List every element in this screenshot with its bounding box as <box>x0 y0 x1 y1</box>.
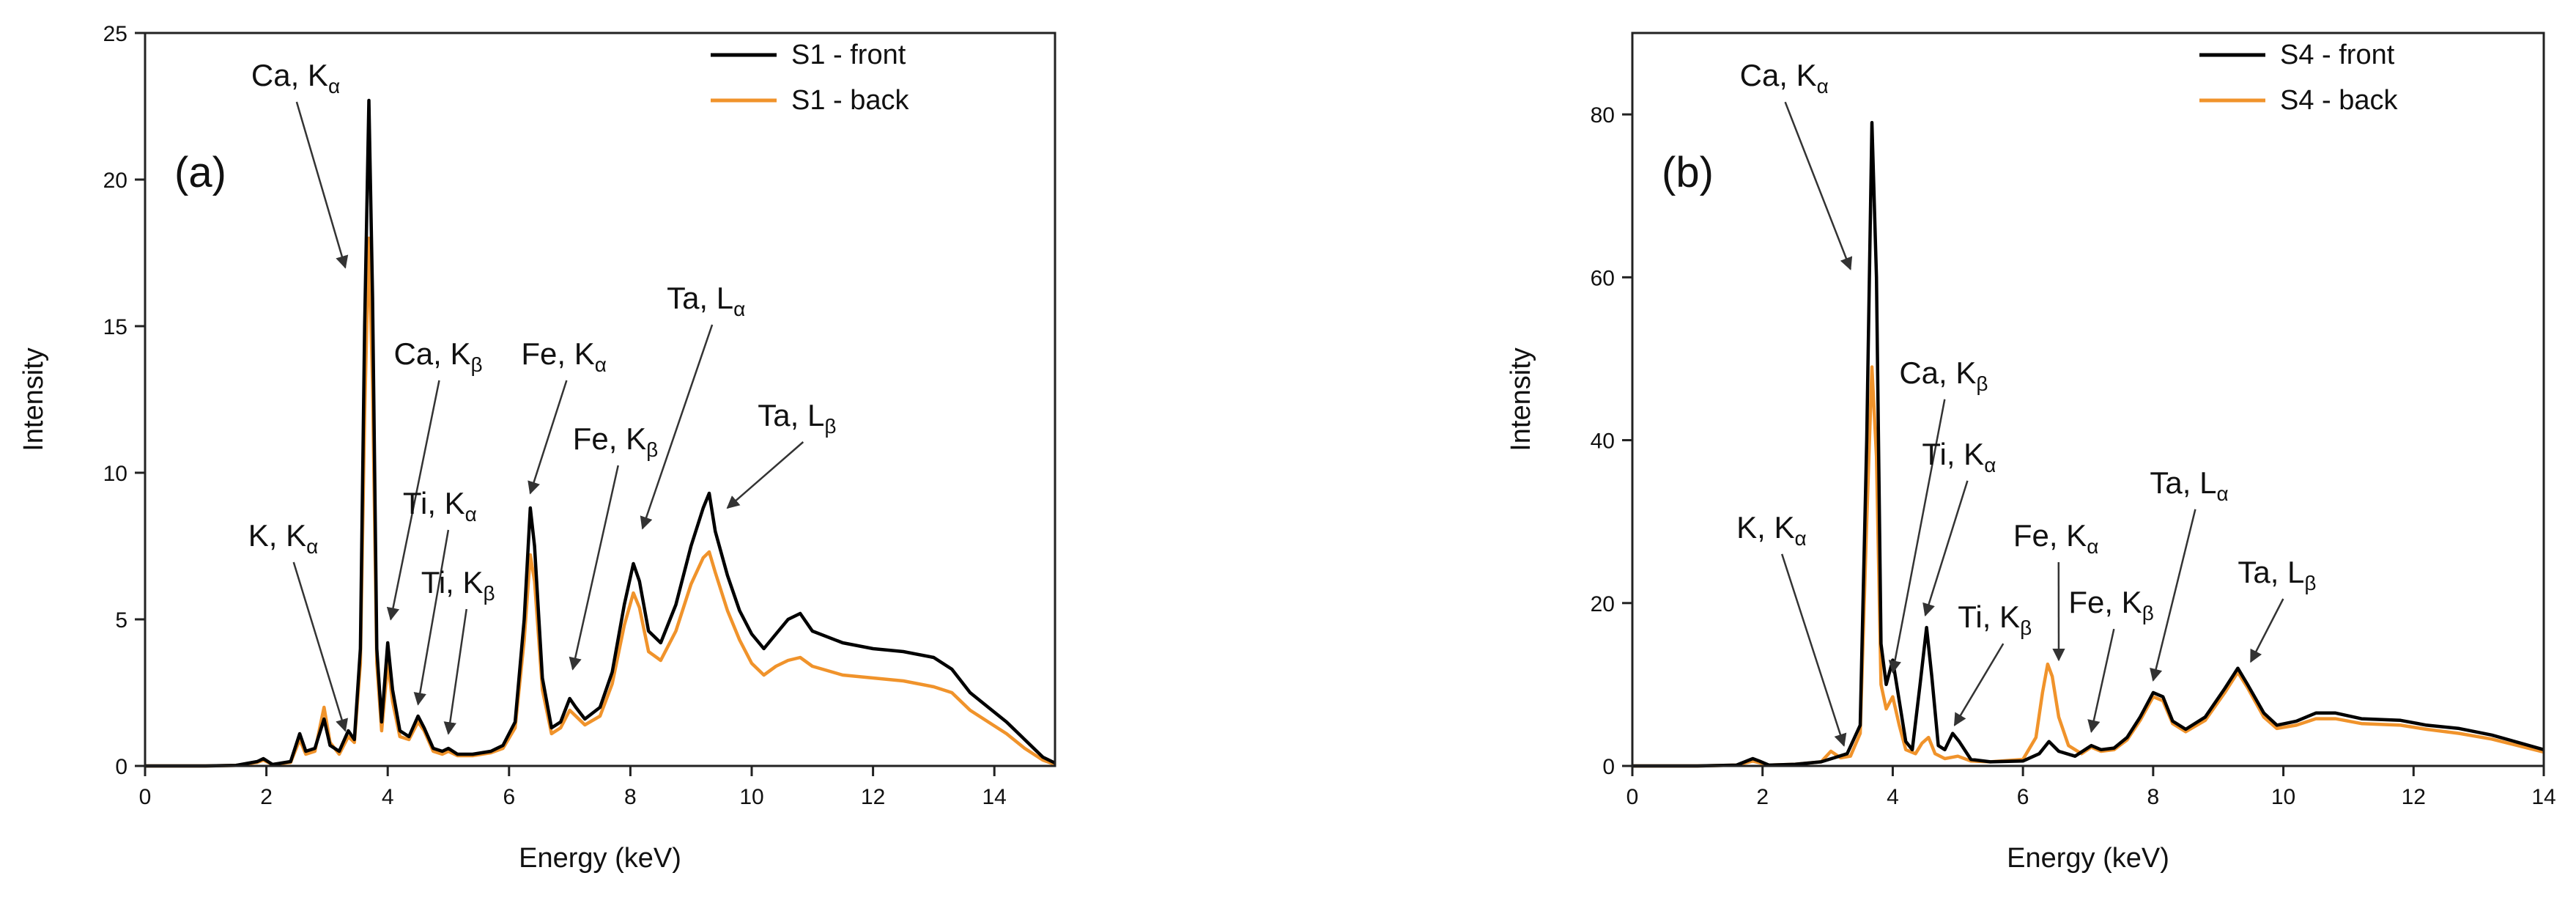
panel-a-peak-label: Fe, Kβ <box>573 421 658 461</box>
panel-b-series-back-line <box>1632 367 2544 766</box>
panel-b-y-axis-title: Intensity <box>1506 347 1536 452</box>
panel-a-peak-label: Ca, Kα <box>251 58 340 97</box>
panel-a-peak-arrow <box>573 465 618 669</box>
panel-a-ytick-label: 10 <box>103 462 127 486</box>
panel-b-xtick-label: 2 <box>1756 785 1769 809</box>
panel-a-xtick-label: 12 <box>861 785 885 809</box>
panel-b-peak-label: Ti, Kβ <box>1958 600 2032 639</box>
panel-b-xtick-label: 12 <box>2402 785 2426 809</box>
panel-a-xtick-label: 2 <box>260 785 273 809</box>
panel-b-peak-label: Fe, Kα <box>2013 518 2099 558</box>
panel-a-ytick-label: 15 <box>103 315 127 339</box>
panel-b-xtick-label: 8 <box>2147 785 2160 809</box>
panel-a-peak-arrow <box>728 442 803 508</box>
panel-a-peak-label: K, Kα <box>248 518 319 558</box>
panel-b-peak-label: Fe, Kβ <box>2068 585 2153 624</box>
panel-b-xtick-label: 0 <box>1626 785 1639 809</box>
panel-b-peak-arrow <box>1955 644 2003 725</box>
panel-a-y-axis-title: Intensity <box>18 347 49 452</box>
panel-a-peak-arrow <box>297 102 345 268</box>
panel-b-peak-label: Ti, Kα <box>1922 437 1996 476</box>
panel-a-xtick-label: 8 <box>624 785 637 809</box>
panel-a-x-axis-title: Energy (keV) <box>519 843 681 874</box>
panel-a-xtick-label: 14 <box>982 785 1007 809</box>
panel-b-peak-arrow <box>1925 481 1968 616</box>
panel-a-xtick-label: 10 <box>739 785 763 809</box>
panel-b-xtick-label: 6 <box>2017 785 2029 809</box>
panel-a-legend-label-front: S1 - front <box>791 40 906 70</box>
panel-b-xtick-label: 14 <box>2531 785 2555 809</box>
panel-a-ytick-label: 0 <box>115 755 127 779</box>
panel-a-panel-label: (a) <box>174 149 226 196</box>
panel-a-peak-label: Fe, Kα <box>521 336 607 376</box>
panel-a-xtick-label: 4 <box>382 785 394 809</box>
panel-b-ytick-label: 60 <box>1591 266 1615 290</box>
panel-b-peak-arrow <box>1782 554 1844 745</box>
panel-a-ytick-label: 25 <box>103 22 127 46</box>
panel-a-peak-arrow <box>530 380 567 493</box>
panel-a-legend-label-back: S1 - back <box>791 85 910 116</box>
panel-a-peak-label: Ta, Lα <box>667 281 745 320</box>
panel-b-peak-label: Ta, Lβ <box>2238 555 2316 594</box>
panel-a-ytick-label: 20 <box>103 169 127 193</box>
panel-b-peak-arrow <box>1785 102 1851 269</box>
panel-b-peak-arrow <box>2153 509 2196 681</box>
panel-b-xtick-label: 4 <box>1887 785 1899 809</box>
panel-b-peak-label: K, Kα <box>1736 510 1807 550</box>
panel-a-peak-label: Ta, Lβ <box>758 398 836 438</box>
panel-b-legend-label-back: S4 - back <box>2280 85 2399 116</box>
panel-b-legend-label-front: S4 - front <box>2280 40 2395 70</box>
panel-b-ytick-label: 20 <box>1591 592 1615 616</box>
panel-a-series-back-line <box>145 238 1055 766</box>
panel-b-xtick-label: 10 <box>2271 785 2295 809</box>
panel-b-peak-arrow <box>2251 599 2283 662</box>
panel-b-ytick-label: 0 <box>1602 755 1615 779</box>
panel-b-peak-label: Ta, Lα <box>2150 465 2228 505</box>
panel-b-x-axis-title: Energy (keV) <box>2007 843 2169 874</box>
panel-a-peak-arrow <box>418 530 448 704</box>
panel-b: 0 2 4 6 8 10 12 14 0 20 40 60 80 Energy (keV) Intensit… <box>1506 33 2556 874</box>
panel-a-xtick-label: 6 <box>503 785 515 809</box>
panel-b-series-front-line <box>1632 122 2544 766</box>
panel-a-peak-label: Ca, Kβ <box>393 336 482 376</box>
panel-a-peak-label: Ti, Kα <box>403 486 477 526</box>
panel-a-peak-label: Ti, Kβ <box>421 565 495 605</box>
panel-b-axes-frame <box>1632 33 2544 766</box>
panel-b-ytick-label: 80 <box>1591 103 1615 128</box>
panel-a-peak-arrow <box>643 325 712 528</box>
panel-b-panel-label: (b) <box>1662 149 1714 196</box>
panel-a-ytick-label: 5 <box>115 608 127 633</box>
panel-b-peak-label: Ca, Kβ <box>1899 355 1988 395</box>
panel-a: 0 2 4 6 8 10 12 14 0 5 10 15 20 25 Energy (keV) Intensi… <box>18 22 1055 874</box>
panel-a-peak-arrow <box>294 562 345 731</box>
panel-a-xtick-label: 0 <box>139 785 152 809</box>
panel-b-peak-arrow <box>2091 629 2114 731</box>
panel-b-peak-label: Ca, Kα <box>1740 58 1829 97</box>
panel-b-ytick-label: 40 <box>1591 430 1615 454</box>
panel-a-peak-arrow <box>448 609 467 734</box>
